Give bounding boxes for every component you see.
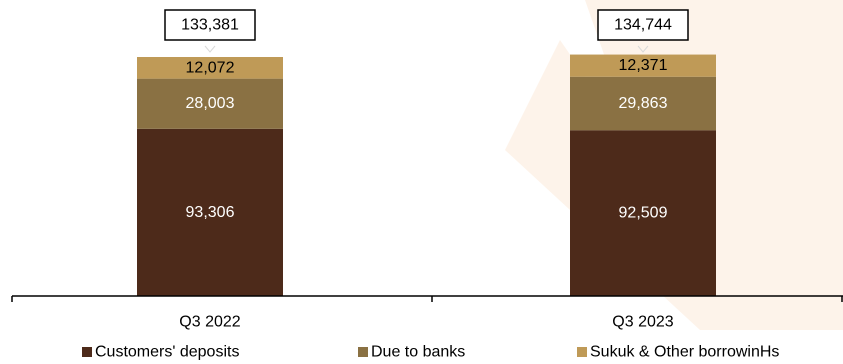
bar-segment-2-1	[137, 78, 283, 129]
bar-segment-2-2	[570, 76, 716, 131]
bar-segment-3-1	[137, 57, 283, 79]
total-label-1: 133,381	[181, 17, 239, 34]
total-callout-box-1	[164, 9, 256, 41]
data-label-2-1: 28,003	[186, 95, 235, 112]
bar-segment-1-2	[570, 130, 716, 296]
x-tick-label-1: Q3 2022	[179, 314, 240, 331]
legend-swatch-3	[577, 347, 587, 357]
total-callout-pointer-1	[204, 45, 216, 53]
legend: Customers' deposits Due to banks Sukuk & O…	[82, 344, 779, 361]
legend-label-3: Sukuk & Other borrowinHs	[590, 344, 779, 361]
legend-swatch-1	[82, 347, 92, 357]
legend-label-2: Due to banks	[371, 344, 465, 361]
total-label-2: 134,744	[614, 17, 672, 34]
legend-swatch-2	[358, 347, 368, 357]
total-callout-pointer-2	[637, 45, 649, 53]
total-callout-box-2	[597, 9, 689, 41]
legend-label-1: Customers' deposits	[95, 344, 239, 361]
data-label-2-2: 29,863	[619, 95, 668, 112]
data-label-3-2: 12,371	[619, 57, 668, 74]
segment-labels-group: 93,306 28,003 12,072 92,509 29,863 12,371	[186, 57, 668, 221]
x-axis: Q3 2022 Q3 2023	[11, 295, 843, 331]
data-label-3-1: 12,072	[186, 59, 235, 76]
bar-segment-3-2	[570, 54, 716, 77]
bars-group	[137, 54, 716, 296]
x-tick-label-2: Q3 2023	[612, 314, 673, 331]
bar-segment-1-1	[137, 128, 283, 296]
data-label-1-1: 93,306	[186, 204, 235, 221]
data-label-1-2: 92,509	[619, 205, 668, 222]
totals-group: 133,381 134,744	[164, 9, 689, 53]
